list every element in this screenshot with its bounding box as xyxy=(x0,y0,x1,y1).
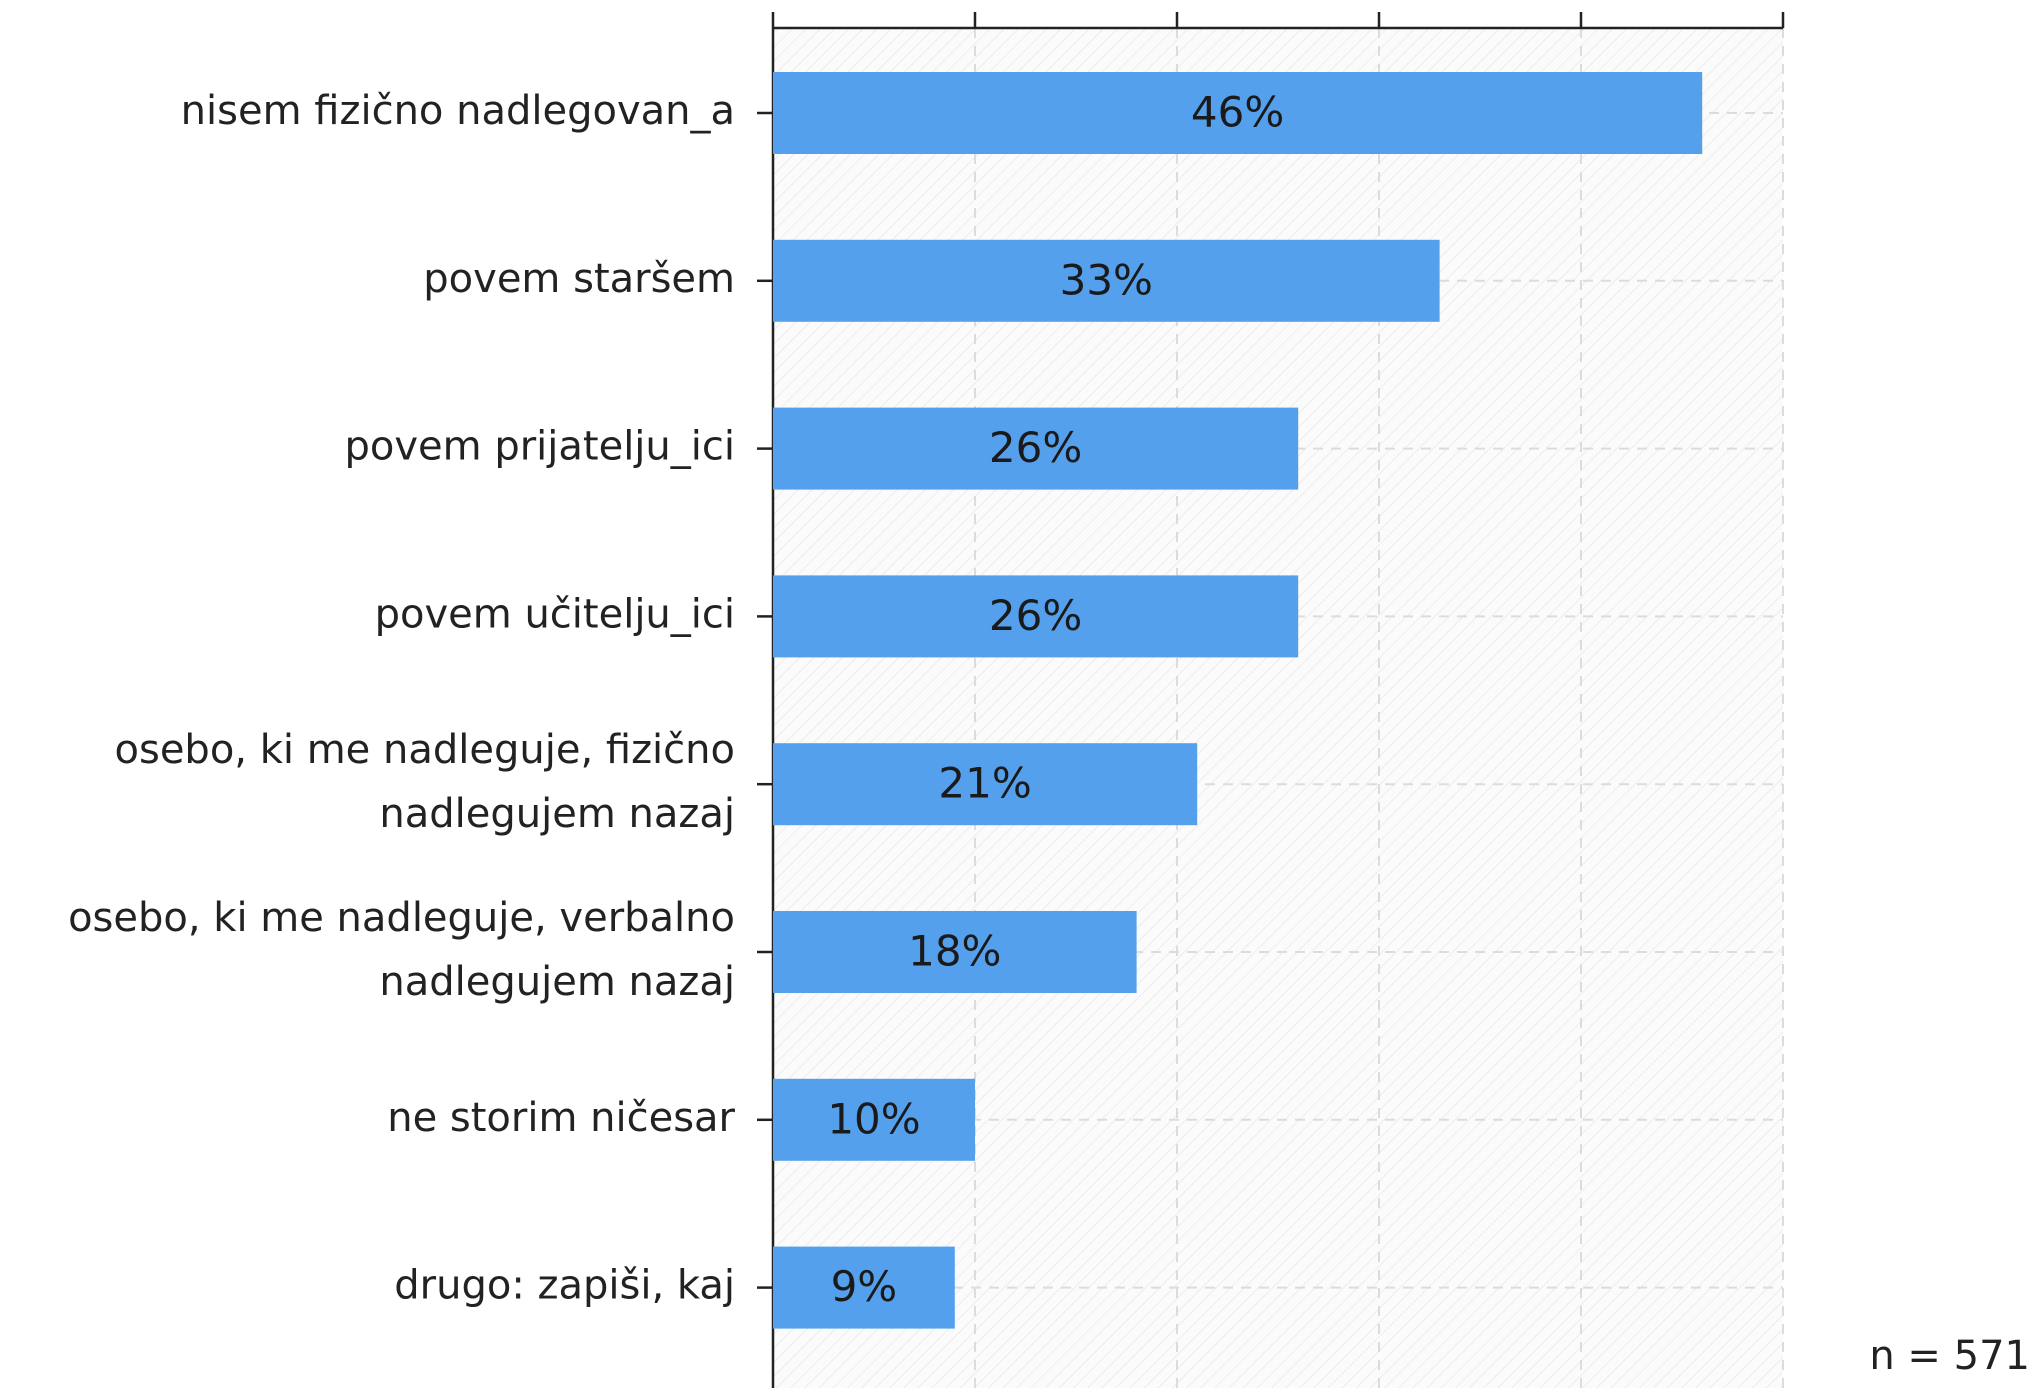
value-label: 18% xyxy=(908,927,1001,976)
bar xyxy=(773,72,1703,154)
y-tick-label: osebo, ki me nadleguje, fizično nadleguj… xyxy=(115,727,736,837)
bar xyxy=(773,407,1299,490)
bar xyxy=(773,1078,975,1161)
annotation: n = 571 xyxy=(1869,1333,2030,1379)
y-tick-label: povem prijatelju_ici xyxy=(345,424,736,470)
y-tick-label: ne storim ničesar xyxy=(387,1095,735,1141)
bar xyxy=(773,239,1440,322)
value-label: 46% xyxy=(1191,88,1284,137)
value-label: 10% xyxy=(827,1094,920,1143)
bar xyxy=(773,575,1299,658)
value-label: 33% xyxy=(1060,255,1153,304)
y-tick-label: osebo, ki me nadleguje, verbalno nadlegu… xyxy=(68,895,735,1005)
value-label: 21% xyxy=(938,759,1031,808)
y-tick-label: nisem fizično nadlegovan_a xyxy=(181,88,735,134)
y-tick-label: povem staršem xyxy=(423,256,735,302)
value-label: 26% xyxy=(989,591,1082,640)
value-label: 26% xyxy=(989,423,1082,472)
bar xyxy=(773,911,1137,993)
value-label: 9% xyxy=(831,1262,898,1311)
y-tick-label: povem učitelju_ici xyxy=(375,591,735,637)
bar xyxy=(773,743,1198,826)
bar xyxy=(773,1246,955,1329)
plot-area xyxy=(773,28,1783,1388)
y-tick-label: drugo: zapiši, kaj xyxy=(394,1263,735,1309)
